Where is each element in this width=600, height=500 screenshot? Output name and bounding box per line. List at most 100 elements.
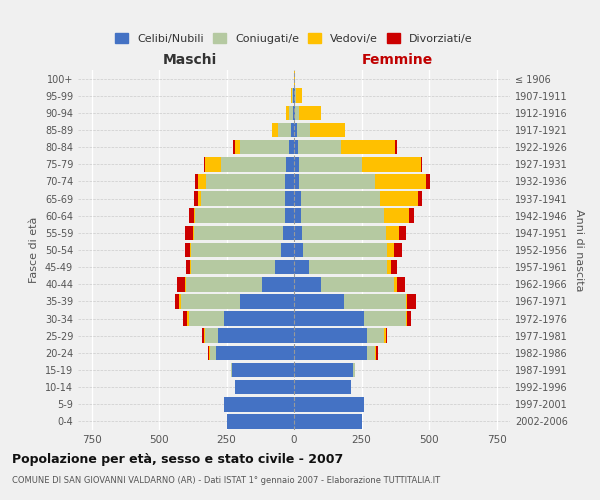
Bar — [391, 260, 397, 274]
Bar — [198, 174, 206, 188]
Bar — [375, 346, 376, 360]
Bar — [230, 362, 232, 378]
Bar — [299, 174, 375, 188]
Text: Popolazione per età, sesso e stato civile - 2007: Popolazione per età, sesso e stato civil… — [12, 452, 343, 466]
Bar — [179, 294, 181, 308]
Bar — [294, 208, 301, 223]
Bar — [294, 294, 344, 308]
Bar — [407, 294, 415, 308]
Bar — [367, 346, 375, 360]
Bar — [175, 294, 179, 308]
Bar — [296, 88, 302, 103]
Text: Maschi: Maschi — [163, 54, 217, 68]
Bar — [275, 260, 294, 274]
Bar — [208, 346, 209, 360]
Bar — [294, 122, 296, 138]
Bar — [198, 192, 201, 206]
Bar — [321, 277, 394, 291]
Bar — [278, 122, 292, 138]
Bar — [294, 362, 353, 378]
Bar — [224, 397, 294, 411]
Bar — [294, 192, 301, 206]
Bar — [295, 88, 296, 103]
Bar — [294, 242, 304, 258]
Bar — [235, 380, 294, 394]
Bar — [294, 260, 309, 274]
Text: COMUNE DI SAN GIOVANNI VALDARNO (AR) - Dati ISTAT 1° gennaio 2007 - Elaborazione: COMUNE DI SAN GIOVANNI VALDARNO (AR) - D… — [12, 476, 440, 485]
Bar — [341, 140, 395, 154]
Bar — [283, 226, 294, 240]
Bar — [292, 122, 294, 138]
Bar — [294, 226, 302, 240]
Bar — [240, 294, 294, 308]
Legend: Celibi/Nubili, Coniugati/e, Vedovi/e, Divorziati/e: Celibi/Nubili, Coniugati/e, Vedovi/e, Di… — [111, 29, 477, 48]
Bar — [224, 312, 294, 326]
Bar — [386, 226, 400, 240]
Bar — [294, 277, 321, 291]
Bar — [364, 312, 406, 326]
Bar — [421, 157, 422, 172]
Bar — [295, 106, 299, 120]
Bar — [409, 208, 414, 223]
Bar — [284, 208, 294, 223]
Bar — [187, 312, 188, 326]
Bar — [216, 346, 294, 360]
Bar — [184, 312, 187, 326]
Bar — [286, 157, 294, 172]
Bar — [375, 174, 426, 188]
Bar — [185, 226, 193, 240]
Bar — [240, 140, 289, 154]
Bar — [189, 312, 224, 326]
Bar — [298, 140, 341, 154]
Bar — [181, 294, 240, 308]
Text: Femmine: Femmine — [362, 54, 433, 68]
Bar — [196, 174, 198, 188]
Bar — [185, 242, 190, 258]
Bar — [233, 140, 235, 154]
Bar — [299, 106, 321, 120]
Bar — [302, 226, 386, 240]
Bar — [186, 260, 190, 274]
Bar — [191, 260, 275, 274]
Bar — [406, 312, 407, 326]
Bar — [190, 242, 191, 258]
Bar — [232, 362, 294, 378]
Y-axis label: Anni di nascita: Anni di nascita — [574, 209, 584, 291]
Bar — [367, 328, 385, 343]
Bar — [299, 157, 361, 172]
Bar — [205, 157, 221, 172]
Bar — [185, 277, 186, 291]
Bar — [262, 277, 294, 291]
Bar — [203, 328, 205, 343]
Bar — [361, 157, 421, 172]
Bar — [406, 294, 407, 308]
Bar — [294, 346, 367, 360]
Bar — [201, 192, 284, 206]
Bar — [304, 242, 387, 258]
Bar — [407, 312, 412, 326]
Bar — [310, 122, 346, 138]
Bar — [227, 414, 294, 428]
Bar — [294, 414, 361, 428]
Bar — [294, 397, 364, 411]
Bar — [284, 174, 294, 188]
Bar — [194, 208, 196, 223]
Bar — [386, 328, 387, 343]
Bar — [218, 328, 294, 343]
Bar — [210, 346, 216, 360]
Bar — [289, 106, 293, 120]
Bar — [296, 122, 310, 138]
Bar — [394, 242, 402, 258]
Bar — [176, 277, 185, 291]
Bar — [209, 346, 211, 360]
Bar — [194, 226, 283, 240]
Bar — [353, 362, 355, 378]
Bar — [294, 328, 367, 343]
Bar — [205, 328, 218, 343]
Y-axis label: Fasce di età: Fasce di età — [29, 217, 39, 283]
Bar — [387, 242, 394, 258]
Bar — [344, 294, 406, 308]
Bar — [418, 192, 422, 206]
Bar — [191, 242, 281, 258]
Bar — [426, 174, 430, 188]
